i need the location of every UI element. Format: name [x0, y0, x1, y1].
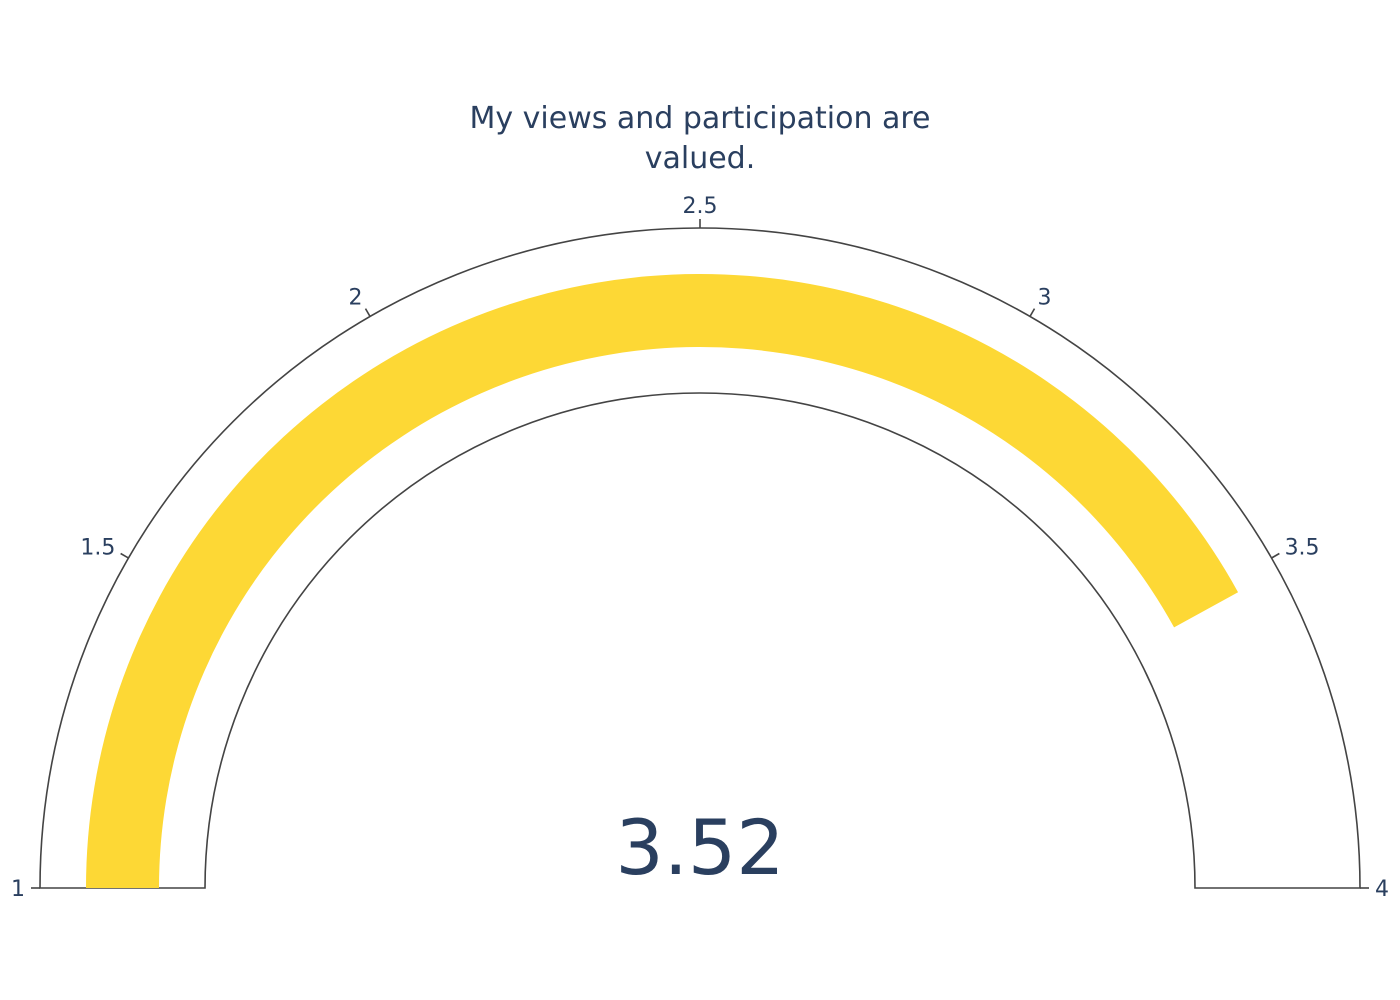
gauge-value-bar	[86, 274, 1239, 888]
gauge-tick-mark	[120, 552, 129, 559]
gauge-tick-label: 2.5	[683, 194, 718, 219]
chart-title-line-1: My views and participation are	[469, 101, 930, 136]
gauge-tick-label: 4	[1375, 877, 1389, 902]
gauge-tick-label: 3	[1038, 286, 1052, 311]
gauge-tick-label: 3.5	[1285, 536, 1320, 561]
gauge-tick-mark	[1271, 552, 1280, 559]
gauge-outline	[39, 227, 1361, 889]
gauge-tick-label: 2	[349, 286, 363, 311]
gauge-tick-label: 1.5	[80, 536, 115, 561]
gauge-tick-label: 1	[11, 877, 25, 902]
gauge-ticks: 1 1.5 2 2.5 3 3.5 4	[11, 194, 1389, 902]
gauge-value-label: 3.52	[615, 803, 784, 892]
chart-title-line-2: valued.	[645, 141, 756, 176]
gauge-tick-mark	[1029, 308, 1036, 317]
gauge-tick-mark	[364, 308, 371, 317]
